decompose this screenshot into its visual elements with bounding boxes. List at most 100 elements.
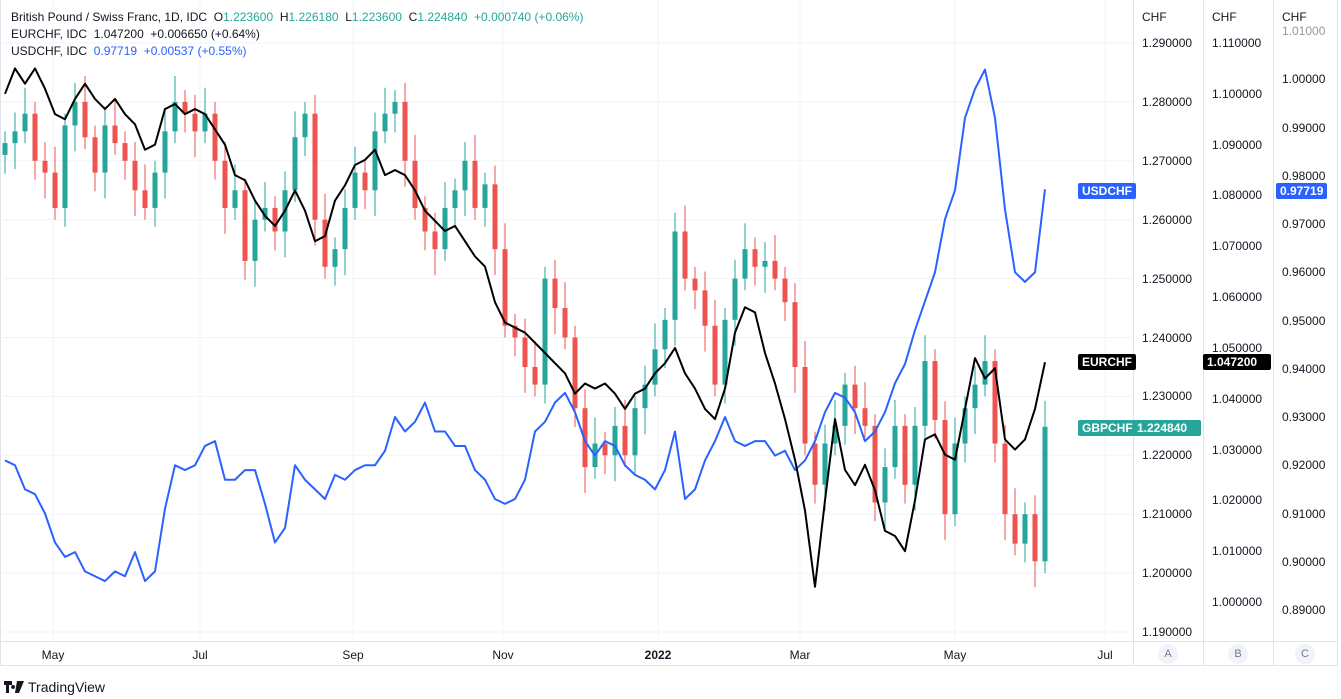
axis-tick-label: 1.030000: [1212, 442, 1263, 457]
time-label: Jul: [192, 648, 208, 662]
candle-body: [492, 184, 498, 250]
candle-body: [132, 160, 138, 191]
candle-body: [352, 172, 358, 208]
price-axis-b[interactable]: CHF 1.110000 1.100000 1.090000 1.080000 1.070…: [1203, 0, 1273, 641]
candle-body: [622, 425, 628, 456]
divider: [1273, 641, 1274, 666]
candle-body: [722, 319, 728, 385]
candle-body: [262, 207, 268, 220]
gbpchf-series-tag: GBPCHF: [1078, 420, 1137, 436]
axis-tick-label: 1.020000: [1212, 493, 1263, 508]
candle-body: [812, 443, 818, 485]
price-axis-c[interactable]: CHF 1.01000 1.00000 0.99000 0.98000 0.97000 0.…: [1273, 0, 1338, 641]
candle-body: [292, 137, 298, 191]
time-label: Nov: [492, 648, 514, 662]
scale-a-button[interactable]: A: [1158, 644, 1178, 664]
axis-tick-label: 0.98000: [1282, 168, 1326, 183]
candle-body: [942, 419, 948, 515]
time-label: May: [41, 648, 65, 662]
candle-body: [932, 361, 938, 420]
open-value: 1.223600: [223, 10, 274, 24]
candle-body: [852, 384, 858, 409]
candle-body: [822, 443, 828, 485]
candle-body: [982, 361, 988, 385]
axis-tick-label: 0.90000: [1282, 554, 1326, 569]
time-label: Sep: [342, 648, 364, 662]
close-label: C: [408, 10, 418, 24]
tradingview-logo[interactable]: TradingView: [4, 679, 105, 695]
axis-tick-label: 0.95000: [1282, 313, 1326, 328]
candle-body: [522, 337, 528, 367]
scale-b-button[interactable]: B: [1228, 644, 1248, 664]
candle-body: [52, 172, 58, 208]
candle-body: [2, 143, 8, 155]
brand-name: TradingView: [28, 679, 106, 695]
change-value: +0.000740 (+0.06%): [474, 10, 584, 24]
usdchf-price-tag: 0.97719: [1276, 183, 1328, 199]
eurchf-series-tag: EURCHF: [1078, 354, 1136, 370]
low-label: L: [345, 10, 352, 24]
candle-body: [632, 408, 638, 456]
axis-tick-label: 0.94000: [1282, 361, 1326, 376]
candle-body: [792, 302, 798, 367]
candle-body: [572, 337, 578, 409]
candle-body: [712, 325, 718, 385]
candle-body: [992, 361, 998, 444]
axis-tick-label: 1.110000: [1212, 36, 1262, 50]
time-label: May: [943, 648, 967, 662]
low-value: 1.223600: [351, 10, 402, 24]
price-axis-a[interactable]: CHF 1.290000 1.280000 1.270000 1.260000 1.250…: [1133, 0, 1203, 641]
axis-tick-label: 1.060000: [1212, 290, 1263, 305]
candle-body: [242, 190, 248, 261]
candle-body: [362, 172, 368, 191]
candle-body: [872, 425, 878, 503]
axis-tick-label: 1.280000: [1142, 94, 1193, 109]
candle-body: [532, 366, 538, 385]
chart-plot-area[interactable]: [0, 0, 1133, 641]
candle-body: [652, 349, 658, 385]
candle-body: [612, 425, 618, 456]
candle-body: [402, 101, 408, 161]
legend-value: 0.97719: [93, 44, 138, 58]
divider: [1133, 641, 1134, 666]
candle-body: [72, 101, 78, 126]
candle-body: [602, 443, 608, 456]
candle-body: [342, 207, 348, 250]
candle-body: [452, 190, 458, 208]
candle-body: [102, 125, 108, 173]
candle-body: [142, 190, 148, 208]
candle-body: [952, 443, 958, 515]
legend-usdchf: USDCHF, IDC 0.97719 +0.00537 (+0.55%): [11, 43, 247, 60]
candle-body: [782, 278, 788, 303]
candle-body: [302, 113, 308, 138]
axis-tick-label: 1.190000: [1142, 625, 1193, 639]
axis-tick-label: 1.01000: [1282, 24, 1326, 38]
candle-body: [22, 113, 28, 132]
candle-body: [802, 366, 808, 444]
candle-body: [32, 113, 38, 161]
candle-body: [82, 101, 88, 138]
scale-c-button[interactable]: C: [1295, 644, 1315, 664]
time-label: Mar: [789, 648, 811, 662]
axis-tick-label: 0.96000: [1282, 265, 1326, 280]
time-axis[interactable]: May Jul Sep Nov 2022 Mar May Jul: [0, 641, 1337, 666]
candle-body: [432, 231, 438, 250]
candle-body: [182, 101, 188, 114]
candle-body: [192, 113, 198, 132]
candle-body: [682, 231, 688, 279]
candle-body: [912, 425, 918, 485]
legend-value: 1.047200: [93, 27, 144, 41]
axis-unit: CHF: [1212, 10, 1237, 24]
candle-body: [542, 278, 548, 385]
candle-body: [922, 361, 928, 426]
open-label: O: [213, 10, 224, 24]
candle-body: [962, 408, 968, 444]
legend-change: +0.00537 (+0.55%): [143, 44, 247, 58]
axis-tick-label: 0.97000: [1282, 217, 1326, 231]
candle-body: [472, 160, 478, 208]
candle-body: [562, 308, 568, 338]
eurchf-price-tag: 1.047200: [1203, 354, 1271, 370]
axis-tick-label: 1.040000: [1212, 391, 1263, 406]
high-label: H: [279, 10, 289, 24]
candle-body: [662, 319, 668, 350]
